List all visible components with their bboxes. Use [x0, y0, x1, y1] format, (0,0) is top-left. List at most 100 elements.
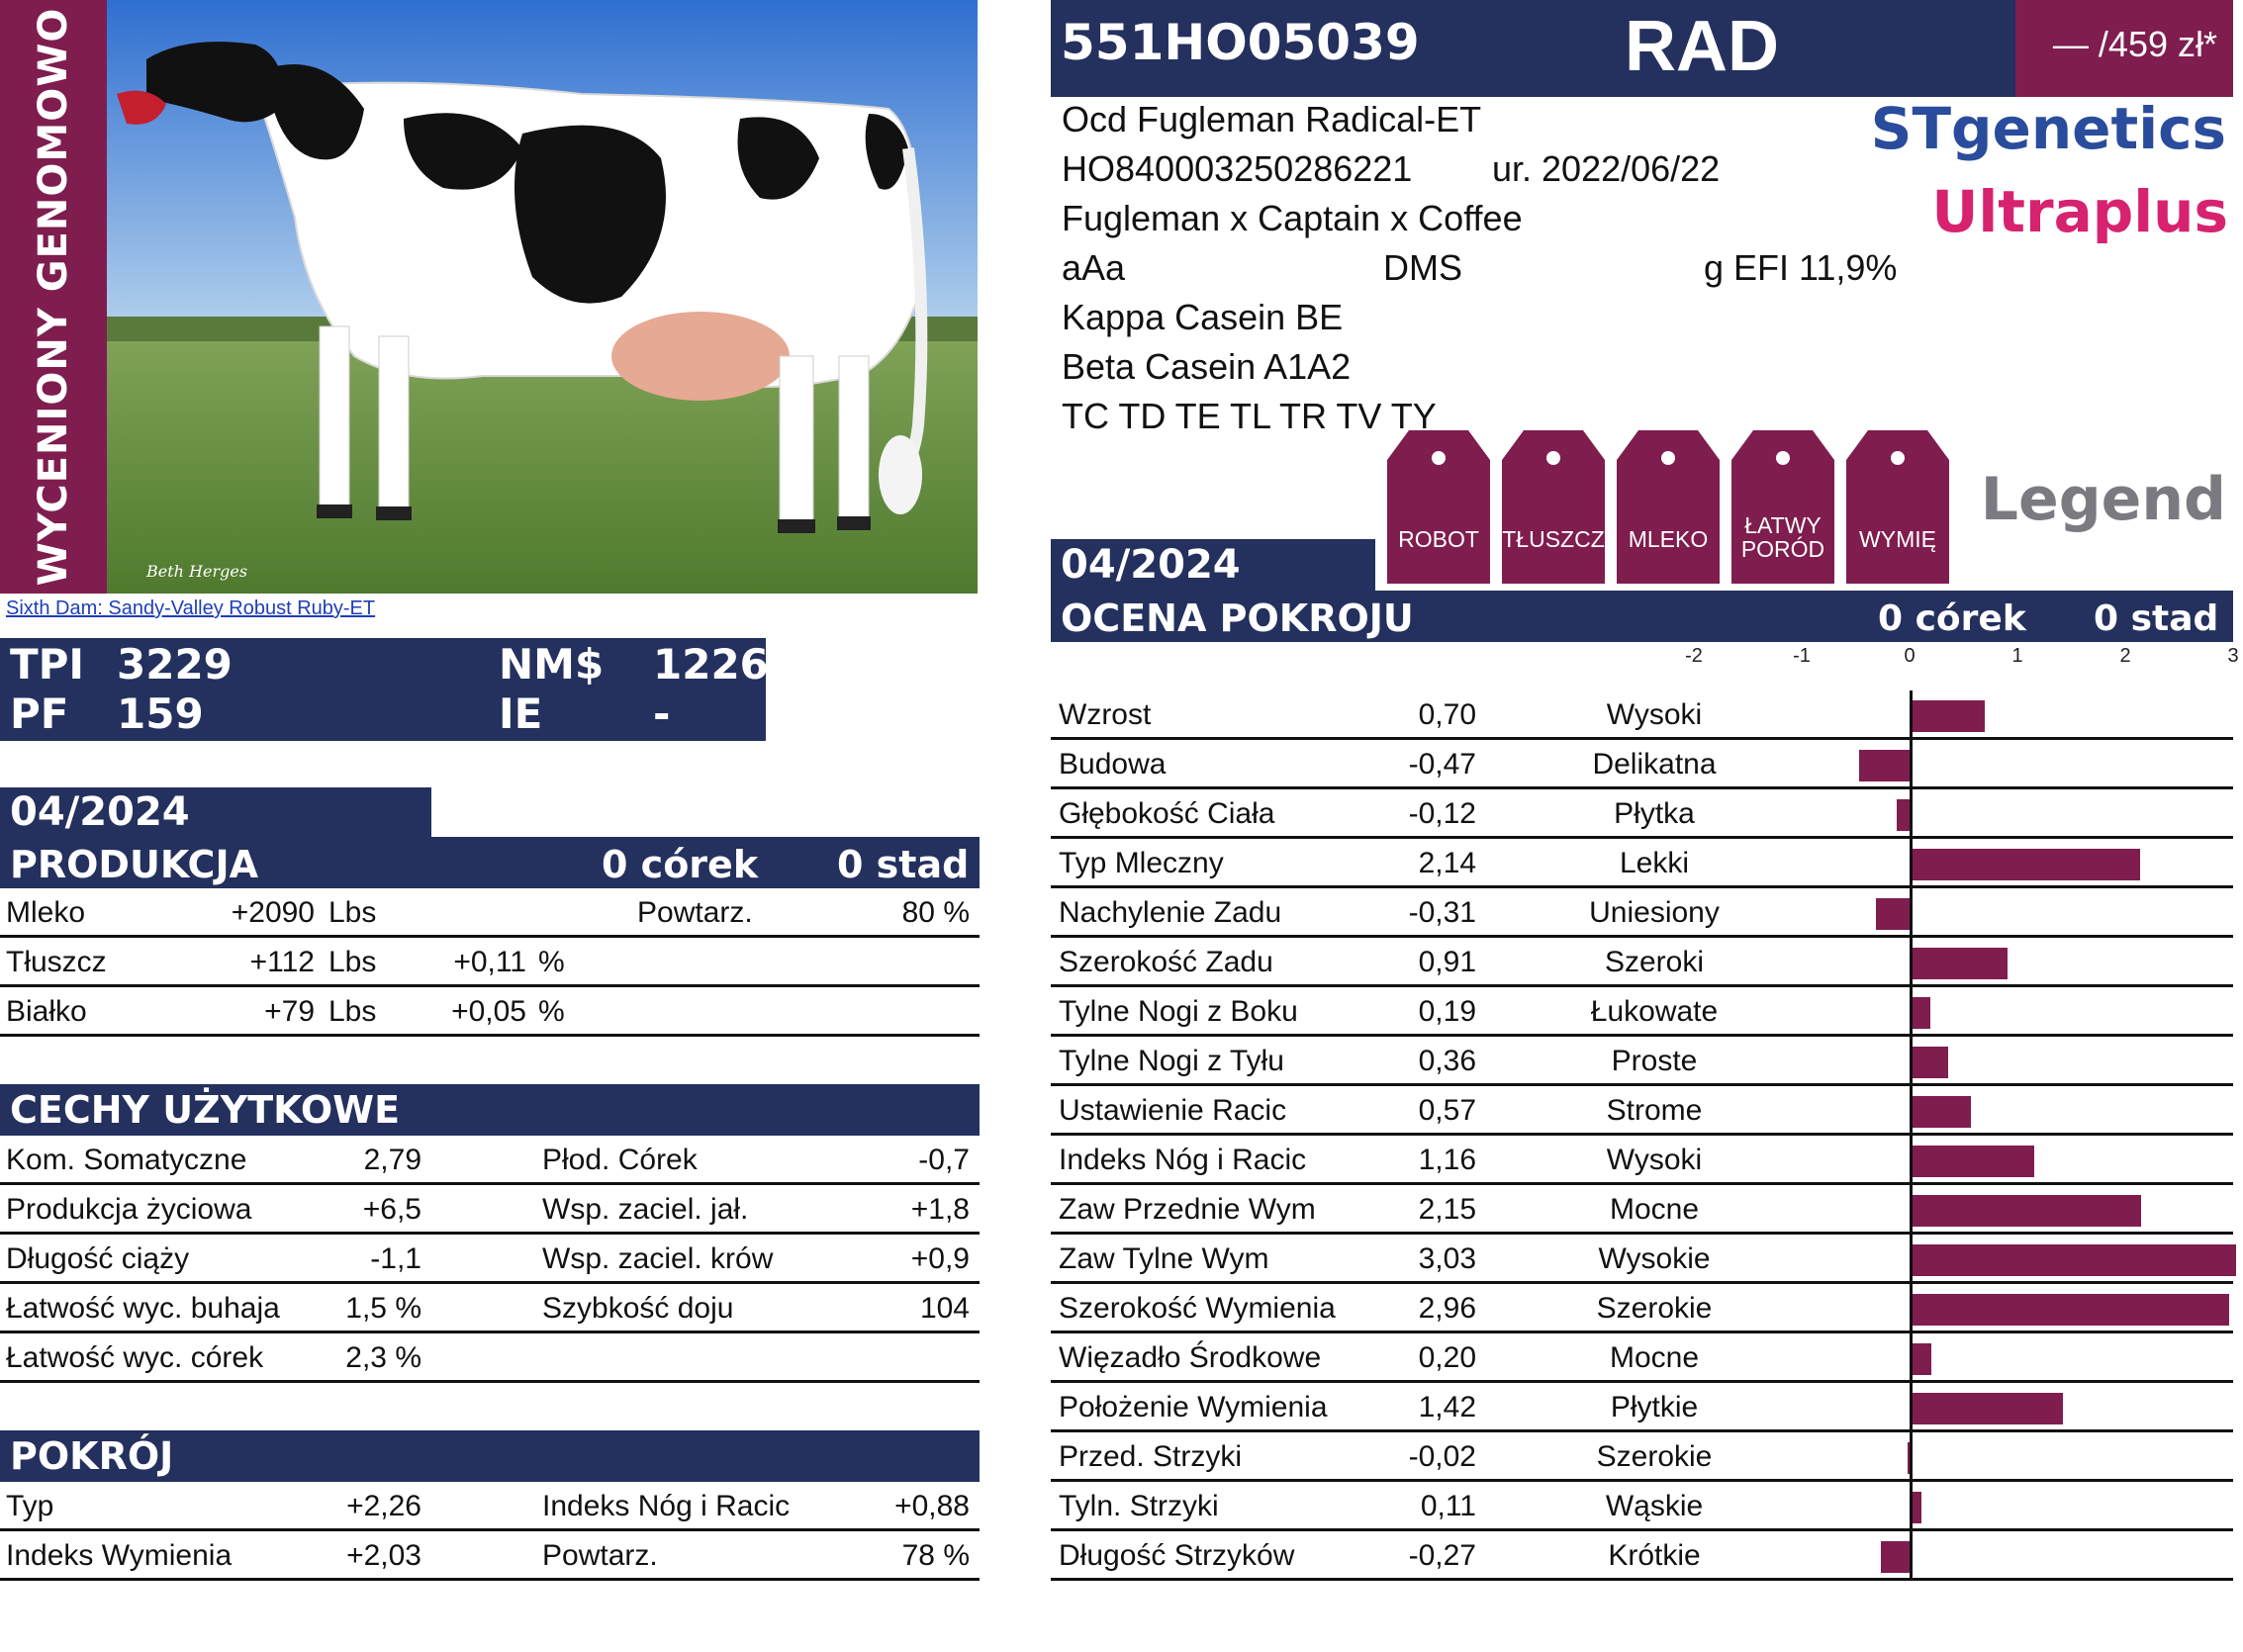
- left-trait-value: 2,79: [363, 1144, 421, 1176]
- photo-caption-link[interactable]: Sixth Dam: Sandy-Valley Robust Ruby-ET: [6, 597, 376, 619]
- stgenetics-logo: STgenetics: [1871, 95, 2234, 164]
- stgenetics-text: STgenetics: [1870, 95, 2226, 162]
- kappa-casein: Kappa Casein BE: [1062, 297, 1344, 337]
- production-herds: 0 stad: [837, 843, 970, 886]
- zero-line: [1910, 690, 1913, 1581]
- legend-logo: Legend: [1969, 465, 2234, 544]
- extra-value: 80 %: [901, 896, 970, 929]
- linear-row: Więzadło Środkowe 0,20 Mocne: [1051, 1333, 2233, 1383]
- linear-bar: [1910, 997, 1930, 1029]
- right-trait-name: Powtarz.: [542, 1539, 658, 1572]
- efi: g EFI 11,9%: [1704, 247, 1898, 288]
- linear-trait-descriptor: Wysoki: [1606, 1144, 1703, 1176]
- legend-text: Legend: [1980, 465, 2226, 534]
- left-trait-value: +2,26: [346, 1490, 421, 1522]
- linear-trait-value: 0,20: [1418, 1341, 1476, 1374]
- linear-trait-name: Tyln. Strzyki: [1059, 1490, 1219, 1522]
- tag-label: ŁATWY PORÓD: [1740, 512, 1825, 562]
- linear-bar: [1880, 1541, 1910, 1573]
- trait-unit: Lbs: [328, 946, 377, 978]
- tag-label: WYMIĘ: [1859, 526, 1936, 552]
- linear-row: Budowa -0,47 Delikatna: [1051, 740, 2233, 789]
- linear-trait-value: 3,03: [1418, 1242, 1476, 1275]
- linear-trait-value: -0,02: [1408, 1440, 1476, 1473]
- tpi-label: TPI: [10, 640, 85, 688]
- linear-trait-value: -0,31: [1408, 896, 1476, 929]
- axis-tick-label: 3: [2227, 645, 2239, 667]
- ultraplus-text: Ultraplus: [1931, 178, 2228, 245]
- linear-bar: [1910, 1492, 1921, 1523]
- side-label-band: WYCENIONY GENOMOWO: [0, 0, 107, 594]
- ultraplus-logo: Ultraplus: [1931, 178, 2236, 249]
- linear-trait-value: 0,91: [1418, 946, 1476, 978]
- linear-trait-name: Długość Strzyków: [1059, 1539, 1295, 1572]
- left-trait-name: Długość ciąży: [6, 1242, 190, 1275]
- linear-row: Szerokość Zadu 0,91 Szeroki: [1051, 938, 2233, 987]
- linear-bar: [1907, 1442, 1911, 1474]
- linear-bar: [1910, 1047, 1949, 1078]
- linear-row: Zaw Tylne Wym 3,03 Wysokie: [1051, 1235, 2237, 1284]
- linear-row: Indeks Nóg i Racic 1,16 Wysoki: [1051, 1136, 2233, 1185]
- linear-trait-name: Indeks Nóg i Racic: [1059, 1144, 1307, 1176]
- side-label: WYCENIONY GENOMOWO: [31, 7, 76, 587]
- photo-signature: Beth Herges: [146, 562, 248, 581]
- axis-tick-label: 1: [2011, 645, 2023, 667]
- trait-percent: +0,11: [453, 946, 526, 978]
- pedigree: Fugleman x Captain x Coffee: [1062, 198, 1523, 238]
- tag-label: ROBOT: [1398, 526, 1479, 552]
- linear-trait-descriptor: Mocne: [1609, 1341, 1700, 1374]
- conformation-title: POKRÓJ: [0, 1430, 980, 1482]
- right-trait-value: +1,8: [910, 1193, 970, 1226]
- linear-trait-descriptor: Proste: [1611, 1045, 1698, 1077]
- linear-trait-name: Więzadło Środkowe: [1059, 1341, 1322, 1374]
- price: — /459 zł*: [2052, 24, 2217, 64]
- linear-trait-descriptor: Uniesiony: [1589, 896, 1720, 929]
- linear-trait-descriptor: Wysoki: [1606, 698, 1703, 731]
- left-trait-value: +6,5: [362, 1193, 421, 1226]
- bull-short-name: RAD: [1625, 7, 1779, 86]
- conformation-row: Typ +2,26 Indeks Nóg i Racic +0,88: [0, 1482, 980, 1531]
- tag-label: TŁUSZCZ: [1502, 526, 1605, 552]
- pf-label: PF: [10, 689, 69, 738]
- linear-trait-name: Nachylenie Zadu: [1059, 896, 1282, 929]
- linear-trait-descriptor: Szerokie: [1596, 1440, 1713, 1473]
- production-date: 04/2024: [0, 787, 431, 837]
- nm-value: 1226: [653, 640, 769, 688]
- linear-trait-value: 2,96: [1418, 1292, 1476, 1325]
- linear-bar: [1910, 948, 2009, 979]
- left-trait-value: 1,5 %: [345, 1292, 421, 1325]
- linear-trait-descriptor: Lekki: [1619, 847, 1690, 879]
- linear-title: OCENA POKROJU: [1061, 597, 1414, 640]
- linear-bar: [1910, 849, 2141, 880]
- right-trait-value: +0,9: [910, 1242, 970, 1275]
- linear-bar: [1910, 1393, 2063, 1424]
- linear-row: Tylne Nogi z Tyłu 0,36 Proste: [1051, 1037, 2233, 1086]
- ie-value: -: [653, 689, 671, 738]
- linear-trait-descriptor: Wysokie: [1598, 1242, 1711, 1275]
- axis-tick-label: 0: [1904, 645, 1916, 667]
- linear-trait-name: Położenie Wymienia: [1059, 1391, 1328, 1423]
- trait-tag: MLEKO: [1617, 430, 1720, 584]
- price-box: — /459 zł*: [2015, 0, 2233, 97]
- trait-unit: Lbs: [328, 995, 377, 1028]
- tag-shape: [1731, 430, 1834, 584]
- trait-value: +79: [264, 995, 315, 1028]
- axis-tick-label: 2: [2119, 645, 2131, 667]
- linear-row: Typ Mleczny 2,14 Lekki: [1051, 839, 2233, 888]
- trait-unit: Lbs: [328, 896, 377, 929]
- linear-herds: 0 stad: [2094, 598, 2219, 639]
- linear-row: Ustawienie Racic 0,57 Strome: [1051, 1086, 2233, 1136]
- linear-trait-value: 2,14: [1418, 847, 1476, 879]
- trait-value: +112: [249, 946, 315, 978]
- linear-trait-descriptor: Mocne: [1609, 1193, 1700, 1226]
- linear-row: Zaw Przednie Wym 2,15 Mocne: [1051, 1185, 2233, 1235]
- linear-trait-name: Budowa: [1059, 748, 1167, 780]
- linear-trait-name: Tylne Nogi z Boku: [1059, 995, 1298, 1028]
- trait-name: Białko: [6, 995, 87, 1028]
- extra-label: Powtarz.: [637, 896, 753, 929]
- linear-trait-value: 1,16: [1418, 1144, 1476, 1176]
- linear-row: Wzrost 0,70 Wysoki: [1051, 690, 2233, 740]
- linear-trait-name: Wzrost: [1059, 698, 1152, 731]
- production-header: PRODUKCJA 0 córek 0 stad: [0, 837, 980, 888]
- trait-tag: WYMIĘ: [1846, 430, 1949, 584]
